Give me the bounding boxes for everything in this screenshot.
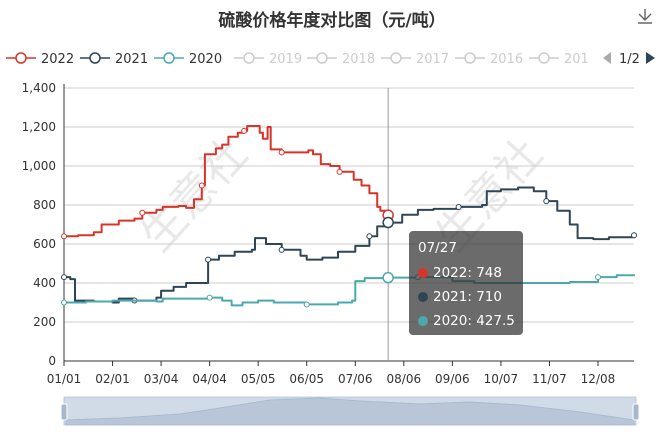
x-tick-label: 02/01 xyxy=(95,372,130,386)
data-point xyxy=(139,209,146,216)
legend-label: 2017 xyxy=(416,52,449,67)
legend-label: 2018 xyxy=(342,52,375,67)
data-point xyxy=(198,182,205,189)
x-tick-label: 05/05 xyxy=(241,372,276,386)
legend-label: 2021 xyxy=(115,52,148,67)
x-tick-label: 08/06 xyxy=(387,372,422,386)
chart-title: 硫酸价格年度对比图（元/吨） xyxy=(218,11,446,31)
legend-item-2020[interactable]: 2020 xyxy=(154,52,222,67)
datazoom-slider xyxy=(60,396,640,426)
legend-item-2019[interactable]: 2019 xyxy=(234,52,302,67)
y-tick-label: 800 xyxy=(33,198,56,212)
data-point xyxy=(61,299,67,306)
series-line-2020 xyxy=(64,274,635,307)
x-tick-label: 04/04 xyxy=(192,372,227,386)
legend-item-2016[interactable]: 2016 xyxy=(455,52,523,67)
y-tick-label: 1,000 xyxy=(22,159,56,173)
y-tick-label: 200 xyxy=(33,315,56,329)
data-point xyxy=(543,198,550,205)
legend-marker xyxy=(316,52,328,64)
legend-item-201[interactable]: 201 xyxy=(529,52,589,67)
data-point xyxy=(61,233,67,240)
tooltip-title: 07/27 xyxy=(418,240,457,256)
datazoom-preview xyxy=(65,397,635,426)
x-tick-label: 09/06 xyxy=(435,372,470,386)
series-dot xyxy=(418,268,428,278)
legend-label: 2020 xyxy=(189,52,222,67)
crosshair xyxy=(382,88,394,361)
legend-label: 2019 xyxy=(269,52,302,67)
legend-marker xyxy=(15,52,27,64)
triangle-right-icon[interactable] xyxy=(646,52,655,64)
series-line-2021 xyxy=(64,186,635,304)
legend-page-indicator: 1/2 xyxy=(619,52,640,67)
datazoom-handle-right[interactable] xyxy=(632,403,640,421)
legend-item-2022[interactable]: 2022 xyxy=(6,52,74,67)
highlight-point-2020 xyxy=(382,271,394,284)
x-tick-label: 11/07 xyxy=(532,372,567,386)
data-point xyxy=(594,274,601,281)
y-tick-label: 1,400 xyxy=(22,81,56,95)
legend-marker xyxy=(243,52,255,64)
data-point xyxy=(61,274,67,281)
y-tick-label: 400 xyxy=(33,276,56,290)
x-tick-label: 03/04 xyxy=(144,372,179,386)
legend-label: 2022 xyxy=(41,52,74,67)
data-point xyxy=(366,233,373,240)
highlight-point-2021 xyxy=(382,216,394,229)
series-layer xyxy=(61,125,637,308)
data-point xyxy=(205,256,212,263)
datazoom-handle-left[interactable] xyxy=(60,403,68,421)
data-point xyxy=(455,203,462,210)
datazoom-window[interactable] xyxy=(64,397,636,425)
data-point xyxy=(241,127,248,134)
triangle-left-icon[interactable] xyxy=(603,52,611,64)
y-tick-label: 1,200 xyxy=(22,120,56,134)
legend-marker xyxy=(538,52,550,64)
legend-marker xyxy=(89,52,101,64)
legend-item-2017[interactable]: 2017 xyxy=(381,52,449,67)
tooltip-row-label: 2020: 427.5 xyxy=(433,313,515,329)
series-2022 xyxy=(61,125,390,240)
tooltip-row-label: 2022: 748 xyxy=(433,265,502,281)
y-tick-label: 600 xyxy=(33,237,56,251)
tooltip-row-2020: 2020: 427.5 xyxy=(418,313,515,329)
x-tick-label: 10/07 xyxy=(484,372,519,386)
x-tick-label: 12/08 xyxy=(581,372,616,386)
series-dot xyxy=(418,316,428,326)
tooltip-row-2021: 2021: 710 xyxy=(418,289,502,305)
grid xyxy=(64,87,634,323)
data-point xyxy=(278,149,285,156)
watermark-text: 生意社 xyxy=(131,129,257,261)
y-tick-label: 0 xyxy=(48,354,56,368)
legend-item-2021[interactable]: 2021 xyxy=(80,52,148,67)
tooltip-row-2022: 2022: 748 xyxy=(418,265,502,281)
data-point xyxy=(278,246,285,253)
legend-item-2018[interactable]: 2018 xyxy=(307,52,375,67)
legend-label: 2016 xyxy=(490,52,523,67)
axes: 0 200 400 600 800 1,000 1,200 1,400 01/01 02/01 03… xyxy=(22,81,634,386)
data-point xyxy=(206,294,213,301)
legend-label: 201 xyxy=(564,52,589,67)
x-tick-label: 01/01 xyxy=(47,372,82,386)
legend: 2022 2021 2020 2019 2018 2017 2016 201 1/2 xyxy=(6,52,655,67)
x-tick-label: 07/06 xyxy=(338,372,373,386)
tooltip-row-label: 2021: 710 xyxy=(433,289,502,305)
series-dot xyxy=(418,292,428,302)
legend-marker xyxy=(390,52,402,64)
data-point xyxy=(336,168,343,175)
legend-marker xyxy=(163,52,175,64)
series-2020 xyxy=(61,274,635,308)
x-tick-label: 06/05 xyxy=(289,372,324,386)
tooltip: 07/27 2022: 748 2021: 710 2020: 427.5 xyxy=(409,231,523,335)
data-point xyxy=(303,301,310,308)
legend-marker xyxy=(464,52,476,64)
data-point xyxy=(631,232,637,239)
download-icon[interactable] xyxy=(636,8,654,26)
